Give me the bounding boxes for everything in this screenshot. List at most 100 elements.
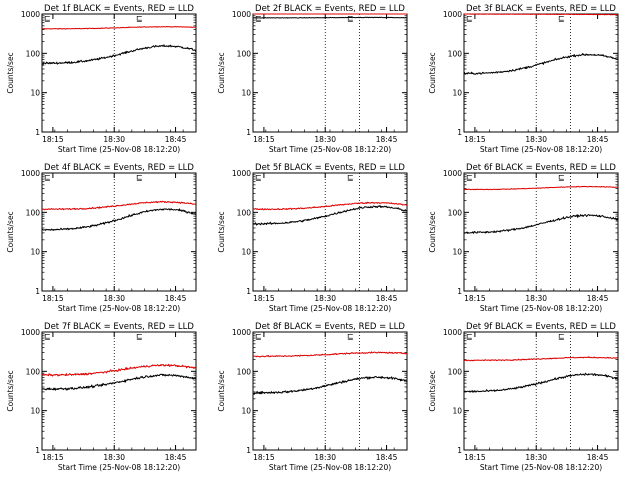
y-tick-label: 1000 (21, 328, 40, 337)
panel-title: Det 9f BLACK = Events, RED = LLD (466, 322, 616, 332)
y-tick-label: 100 (26, 208, 41, 217)
y-tick-label: 100 (26, 367, 41, 376)
y-axis-label: Counts/sec (217, 211, 226, 252)
plot-frame (252, 13, 408, 133)
panel-7: Det 7f BLACK = Events, RED = LLD 1 10 100 10… (6, 322, 360, 472)
y-tick-label: 1000 (443, 10, 462, 19)
corner-marker-left: ⊑ (255, 14, 262, 23)
panel-title: Det 7f BLACK = Events, RED = LLD (44, 322, 194, 332)
x-axis-label: Start Time (25-Nov-08 18:12:20) (480, 145, 602, 154)
panel-title: Det 2f BLACK = Events, RED = LLD (255, 4, 405, 14)
corner-marker-right: ⊑ (558, 173, 565, 182)
y-tick-label: 1000 (232, 169, 251, 178)
y-tick-label: 100 (448, 367, 463, 376)
x-tick-label: 18:30 (525, 294, 547, 303)
y-tick-label: 1 (35, 287, 40, 296)
panel-8: Det 8f BLACK = Events, RED = LLD 1 10 100 10… (217, 322, 571, 472)
x-tick-label: 18:15 (42, 294, 64, 303)
x-tick-label: 18:15 (253, 294, 275, 303)
series-line-events (463, 53, 619, 75)
x-tick-label: 18:45 (587, 453, 609, 462)
x-tick-label: 18:30 (314, 453, 336, 462)
corner-marker-left: ⊑ (466, 14, 473, 23)
panel-3: Det 3f BLACK = Events, RED = LLD 1 10 100 10… (428, 4, 619, 154)
x-tick-label: 18:15 (42, 453, 64, 462)
plot-frame (41, 13, 197, 133)
x-tick-label: 18:30 (525, 453, 547, 462)
series-line-lld (252, 201, 408, 211)
y-tick-label: 1000 (21, 169, 40, 178)
panel-title: Det 5f BLACK = Events, RED = LLD (255, 163, 405, 173)
y-tick-label: 10 (241, 89, 251, 98)
x-tick-label: 18:45 (587, 294, 609, 303)
panel-4: Det 4f BLACK = Events, RED = LLD 1 10 100 10… (6, 163, 360, 313)
x-axis-label: Start Time (25-Nov-08 18:12:20) (269, 145, 391, 154)
y-tick-label: 1000 (443, 328, 462, 337)
y-tick-label: 100 (448, 208, 463, 217)
y-axis-label: Counts/sec (217, 52, 226, 93)
y-tick-label: 1 (35, 446, 40, 455)
y-axis-label: Counts/sec (6, 370, 15, 411)
corner-marker-right: ⊑ (136, 173, 143, 182)
corner-marker-right: ⊑ (558, 332, 565, 341)
corner-marker-left: ⊑ (44, 14, 51, 23)
panel-2: Det 2f BLACK = Events, RED = LLD 1 10 100 10… (217, 4, 571, 154)
corner-marker-right: ⊑ (347, 332, 354, 341)
corner-marker-left: ⊑ (466, 173, 473, 182)
series-line-events (252, 205, 408, 226)
series-line-events (252, 375, 408, 395)
y-tick-label: 1 (246, 446, 251, 455)
corner-marker-left: ⊑ (255, 332, 262, 341)
x-tick-label: 18:45 (165, 453, 187, 462)
x-tick-label: 18:30 (103, 294, 125, 303)
x-tick-label: 18:30 (314, 294, 336, 303)
y-tick-label: 10 (30, 248, 40, 257)
plot-frame (252, 172, 408, 292)
y-tick-label: 100 (237, 367, 252, 376)
x-tick-label: 18:45 (165, 294, 187, 303)
plot-frame (41, 331, 197, 451)
y-tick-label: 1 (457, 287, 462, 296)
series-line-lld (41, 363, 197, 377)
x-tick-label: 18:45 (376, 135, 398, 144)
panel-1: Det 1f BLACK = Events, RED = LLD 1 10 100 10… (6, 4, 360, 154)
y-tick-label: 1 (246, 128, 251, 137)
x-tick-label: 18:30 (314, 135, 336, 144)
panel-title: Det 1f BLACK = Events, RED = LLD (44, 4, 194, 14)
x-tick-label: 18:15 (253, 453, 275, 462)
panel-title: Det 6f BLACK = Events, RED = LLD (466, 163, 616, 173)
corner-marker-right: ⊑ (136, 332, 143, 341)
series-line-events (41, 44, 197, 65)
x-tick-label: 18:45 (165, 135, 187, 144)
y-axis-label: Counts/sec (428, 370, 437, 411)
x-tick-label: 18:15 (253, 135, 275, 144)
y-tick-label: 1000 (21, 10, 40, 19)
series-line-events (41, 373, 197, 391)
y-tick-label: 100 (26, 49, 41, 58)
y-tick-label: 1000 (232, 10, 251, 19)
panel-5: Det 5f BLACK = Events, RED = LLD 1 10 100 10… (217, 163, 571, 313)
corner-marker-right: ⊑ (136, 14, 143, 23)
series-line-events (41, 208, 197, 231)
panel-title: Det 3f BLACK = Events, RED = LLD (466, 4, 616, 14)
x-axis-label: Start Time (25-Nov-08 18:12:20) (269, 463, 391, 472)
series-line-lld (252, 351, 408, 358)
corner-marker-right: ⊑ (347, 173, 354, 182)
x-tick-label: 18:30 (103, 135, 125, 144)
series-line-events (463, 214, 619, 234)
panel-title: Det 4f BLACK = Events, RED = LLD (44, 163, 194, 173)
y-tick-label: 1 (35, 128, 40, 137)
panel-6: Det 6f BLACK = Events, RED = LLD 1 10 100 10… (428, 163, 619, 313)
y-tick-label: 10 (452, 407, 462, 416)
y-tick-label: 10 (30, 407, 40, 416)
panel-title: Det 8f BLACK = Events, RED = LLD (255, 322, 405, 332)
y-axis-label: Counts/sec (6, 211, 15, 252)
y-tick-label: 10 (241, 248, 251, 257)
plot-frame (41, 172, 197, 292)
x-axis-label: Start Time (25-Nov-08 18:12:20) (480, 304, 602, 313)
y-axis-label: Counts/sec (217, 370, 226, 411)
series-line-lld (463, 13, 619, 16)
x-tick-label: 18:30 (103, 453, 125, 462)
corner-marker-left: ⊑ (255, 173, 262, 182)
y-tick-label: 100 (237, 208, 252, 217)
